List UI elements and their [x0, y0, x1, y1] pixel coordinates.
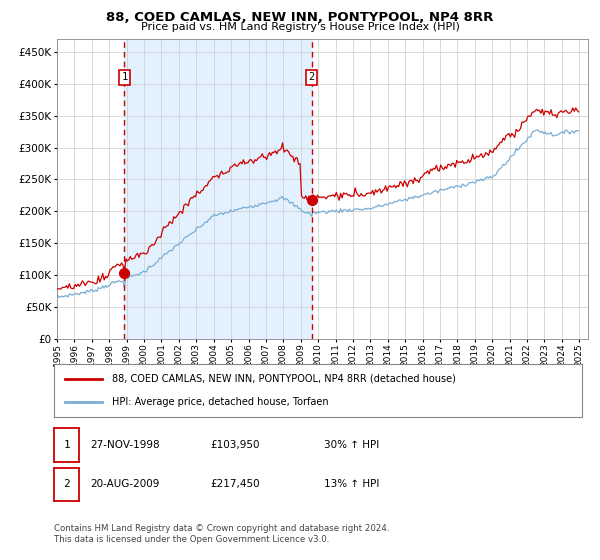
Text: 20-AUG-2009: 20-AUG-2009: [90, 479, 160, 489]
Text: 1: 1: [63, 440, 70, 450]
Text: 30% ↑ HPI: 30% ↑ HPI: [324, 440, 379, 450]
Text: Price paid vs. HM Land Registry's House Price Index (HPI): Price paid vs. HM Land Registry's House …: [140, 22, 460, 32]
Text: 88, COED CAMLAS, NEW INN, PONTYPOOL, NP4 8RR (detached house): 88, COED CAMLAS, NEW INN, PONTYPOOL, NP4…: [112, 374, 456, 384]
Text: 27-NOV-1998: 27-NOV-1998: [90, 440, 160, 450]
Text: 1: 1: [121, 72, 128, 82]
Bar: [124, 39, 311, 339]
Text: £103,950: £103,950: [210, 440, 260, 450]
Text: 2: 2: [63, 479, 70, 489]
Text: HPI: Average price, detached house, Torfaen: HPI: Average price, detached house, Torf…: [112, 397, 329, 407]
Text: 13% ↑ HPI: 13% ↑ HPI: [324, 479, 379, 489]
Text: £217,450: £217,450: [210, 479, 260, 489]
Text: Contains HM Land Registry data © Crown copyright and database right 2024.
This d: Contains HM Land Registry data © Crown c…: [54, 524, 389, 544]
Text: 2: 2: [308, 72, 315, 82]
Text: 88, COED CAMLAS, NEW INN, PONTYPOOL, NP4 8RR: 88, COED CAMLAS, NEW INN, PONTYPOOL, NP4…: [106, 11, 494, 24]
